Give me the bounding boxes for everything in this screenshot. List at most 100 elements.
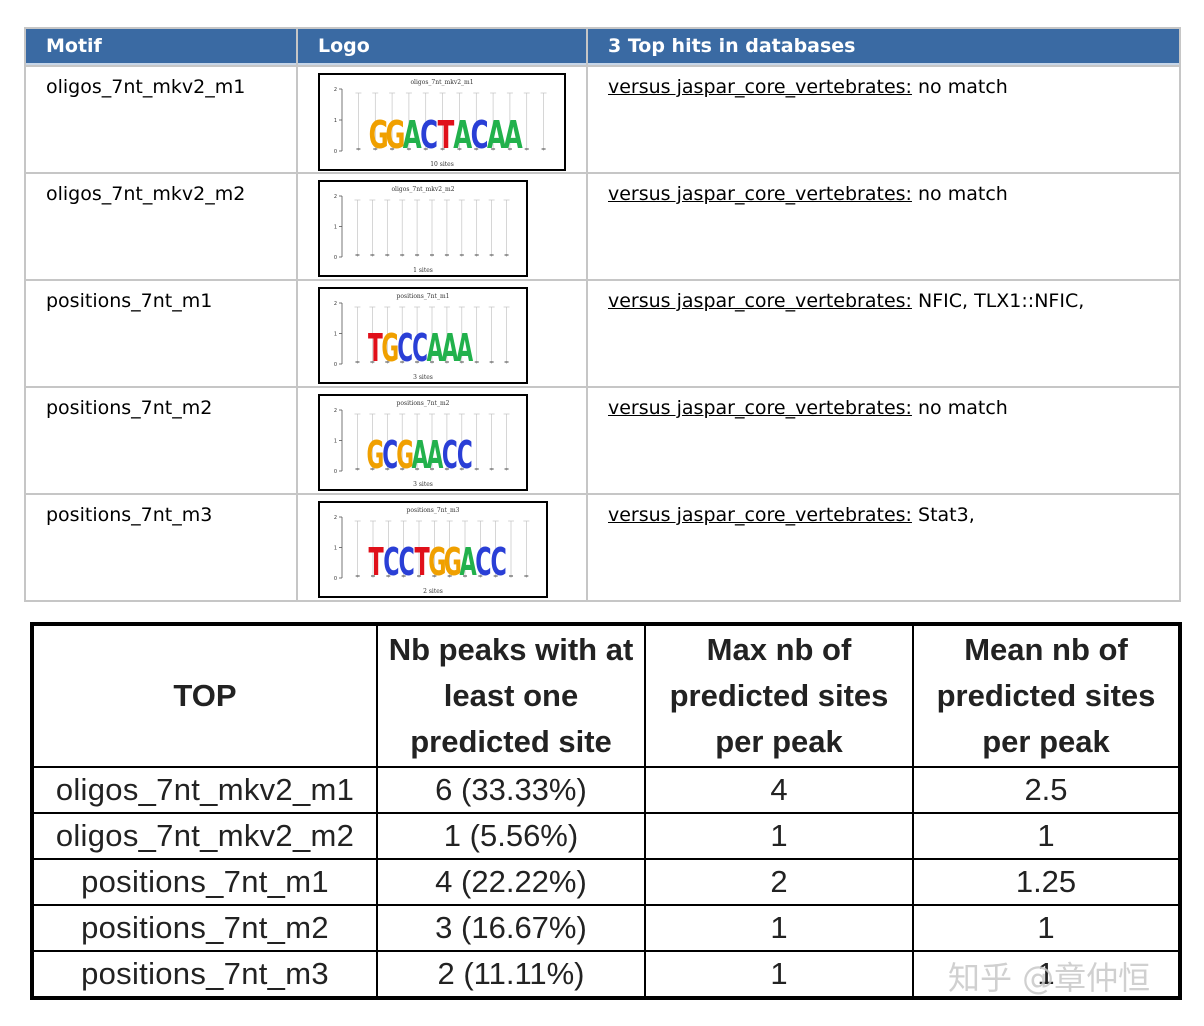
summary-motif-name: oligos_7nt_mkv2_m1 <box>31 766 378 814</box>
logo-letter: C <box>382 432 398 477</box>
database-hit-link[interactable]: versus jaspar_core_vertebrates: <box>608 397 912 419</box>
motif-name: positions_7nt_m3 <box>26 495 296 600</box>
sequence-logo[interactable]: oligos_7nt_mkv2_m1 10 sites 2 1 0 G G A C T A C A A <box>318 73 566 171</box>
svg-text:2: 2 <box>334 194 337 200</box>
motif-row: oligos_7nt_mkv2_m1 oligos_7nt_mkv2_m1 10 … <box>26 67 1179 172</box>
hit-result: no match <box>911 76 1008 98</box>
hit-result: no match <box>911 183 1008 205</box>
logo-title: positions_7nt_m3 <box>407 507 460 514</box>
svg-text:0: 0 <box>334 469 337 475</box>
motif-name: oligos_7nt_mkv2_m2 <box>26 174 296 279</box>
logo-title: oligos_7nt_mkv2_m2 <box>391 186 454 193</box>
summary-max-sites: 2 <box>644 858 914 906</box>
logo-letter: C <box>399 539 415 584</box>
database-hit-link[interactable]: versus jaspar_core_vertebrates: <box>608 290 912 312</box>
motif-table-header-row: Motif Logo 3 Top hits in databases <box>26 29 1179 65</box>
logo-letter: A <box>504 112 523 157</box>
logo-title: positions_7nt_m1 <box>397 293 450 300</box>
logo-letter: C <box>412 325 428 370</box>
logo-letter: A <box>403 112 422 157</box>
header-top: TOP <box>31 623 378 768</box>
summary-mean-sites: 2.5 <box>912 766 1181 814</box>
motif-row: positions_7nt_m3 positions_7nt_m3 2 sites… <box>26 495 1179 600</box>
header-top-hits: 3 Top hits in databases <box>588 29 1179 65</box>
svg-text:1: 1 <box>334 332 337 338</box>
logo-letter: C <box>420 112 438 157</box>
summary-row: positions_7nt_m3 2 (11.11%) 1 1 <box>31 950 1181 999</box>
logo-sites: 10 sites <box>430 161 454 168</box>
sequence-logo[interactable]: oligos_7nt_mkv2_m2 1 sites 2 1 0 <box>318 180 528 277</box>
svg-text:2: 2 <box>334 87 337 93</box>
hit-result: NFIC, TLX1::NFIC, <box>911 290 1085 312</box>
svg-text:1: 1 <box>334 546 337 552</box>
motif-name: oligos_7nt_mkv2_m1 <box>26 67 296 172</box>
summary-motif-name: positions_7nt_m3 <box>31 950 378 999</box>
logo-letter: G <box>428 539 446 584</box>
logo-letter: T <box>414 539 429 584</box>
logo-sites: 2 sites <box>423 588 443 595</box>
logo-letter: C <box>442 432 458 477</box>
logo-sites: 1 sites <box>413 267 433 274</box>
logo-letter: C <box>397 325 413 370</box>
logo-letter: A <box>459 539 477 584</box>
summary-mean-sites: 1 <box>912 812 1181 860</box>
sequence-logo[interactable]: positions_7nt_m2 3 sites 2 1 0 G C G A A C C <box>318 394 528 491</box>
header-nb-peaks: Nb peaks with at least one predicted sit… <box>376 623 646 768</box>
header-motif: Motif <box>26 29 296 65</box>
database-hit-link[interactable]: versus jaspar_core_vertebrates: <box>608 76 912 98</box>
logo-letter: C <box>471 112 489 157</box>
summary-nb-peaks: 4 (22.22%) <box>376 858 646 906</box>
logo-letter: G <box>369 112 389 157</box>
logo-letter: A <box>427 325 444 370</box>
summary-motif-name: oligos_7nt_mkv2_m2 <box>31 812 378 860</box>
summary-row: positions_7nt_m2 3 (16.67%) 1 1 <box>31 904 1181 952</box>
motif-row: oligos_7nt_mkv2_m2 oligos_7nt_mkv2_m2 1 s… <box>26 174 1179 279</box>
logo-letter: A <box>456 325 473 370</box>
database-hit-link[interactable]: versus jaspar_core_vertebrates: <box>608 504 912 526</box>
watermark: 知乎 @章仲恒 <box>948 959 1151 997</box>
motif-row: positions_7nt_m2 positions_7nt_m2 3 sites… <box>26 388 1179 493</box>
summary-motif-name: positions_7nt_m1 <box>31 858 378 906</box>
sequence-logo[interactable]: positions_7nt_m3 2 sites 2 1 0 T C C T G G A C C <box>318 501 548 598</box>
logo-letter: C <box>475 539 491 584</box>
motif-results-table: Motif Logo 3 Top hits in databases oligo… <box>24 27 1181 602</box>
logo-sites: 3 sites <box>413 374 433 381</box>
logo-letter: G <box>444 539 462 584</box>
summary-header-row: TOP Nb peaks with at least one predicted… <box>31 623 1181 768</box>
logo-title: oligos_7nt_mkv2_m1 <box>410 79 473 86</box>
logo-letter: T <box>368 539 383 584</box>
summary-row: oligos_7nt_mkv2_m2 1 (5.56%) 1 1 <box>31 812 1181 860</box>
summary-row: positions_7nt_m1 4 (22.22%) 2 1.25 <box>31 858 1181 906</box>
svg-text:2: 2 <box>334 515 337 521</box>
svg-text:0: 0 <box>334 149 337 155</box>
svg-text:1: 1 <box>334 225 337 231</box>
sequence-logo[interactable]: positions_7nt_m1 3 sites 2 1 0 T G C C A A A <box>318 287 528 384</box>
summary-mean-sites: 1.25 <box>912 858 1181 906</box>
motif-row: positions_7nt_m1 positions_7nt_m1 3 sites… <box>26 281 1179 386</box>
svg-text:1: 1 <box>334 118 337 124</box>
hit-result: no match <box>911 397 1008 419</box>
svg-text:2: 2 <box>334 408 337 414</box>
summary-max-sites: 1 <box>644 904 914 952</box>
svg-text:2: 2 <box>334 301 337 307</box>
summary-mean-sites: 1 <box>912 950 1181 999</box>
prediction-summary-table: TOP Nb peaks with at least one predicted… <box>30 622 1182 1000</box>
logo-letter: C <box>491 539 507 584</box>
summary-mean-sites: 1 <box>912 904 1181 952</box>
logo-letter: A <box>427 432 444 477</box>
logo-letter: A <box>453 112 472 157</box>
database-hit-link[interactable]: versus jaspar_core_vertebrates: <box>608 183 912 205</box>
logo-letter: C <box>383 539 399 584</box>
logo-letter: G <box>366 432 384 477</box>
summary-nb-peaks: 1 (5.56%) <box>376 812 646 860</box>
summary-motif-name: positions_7nt_m2 <box>31 904 378 952</box>
logo-title: positions_7nt_m2 <box>397 400 450 407</box>
logo-letter: C <box>457 432 473 477</box>
summary-max-sites: 1 <box>644 812 914 860</box>
summary-nb-peaks: 3 (16.67%) <box>376 904 646 952</box>
logo-letter: T <box>368 325 383 370</box>
logo-letter: A <box>442 325 459 370</box>
header-mean-sites: Mean nb of predicted sites per peak <box>912 623 1181 768</box>
motif-name: positions_7nt_m2 <box>26 388 296 493</box>
summary-max-sites: 4 <box>644 766 914 814</box>
